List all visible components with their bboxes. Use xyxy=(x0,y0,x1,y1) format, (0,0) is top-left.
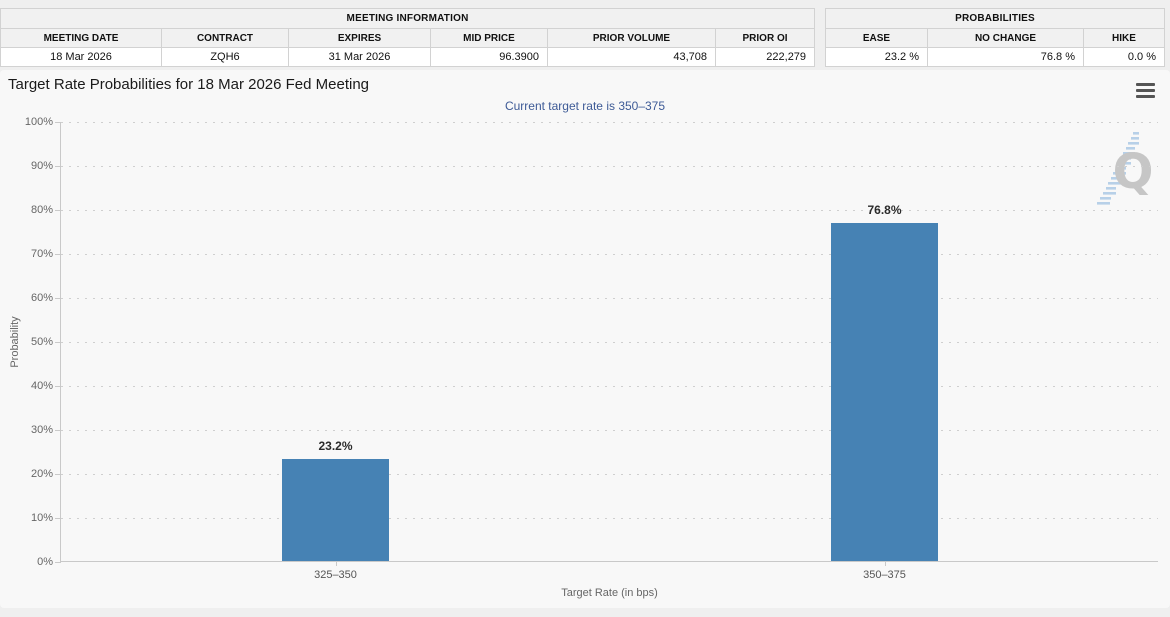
col-prior-volume: PRIOR VOLUME xyxy=(547,28,716,48)
y-tick-label: 100% xyxy=(24,116,53,128)
chart-title: Target Rate Probabilities for 18 Mar 202… xyxy=(8,76,370,93)
x-tick-label: 350–375 xyxy=(863,569,906,581)
y-tick xyxy=(55,562,61,563)
gridline xyxy=(61,122,1158,123)
col-no-change: NO CHANGE xyxy=(927,28,1084,48)
probabilities-title: PROBABILITIES xyxy=(824,8,1166,29)
y-tick xyxy=(55,430,61,431)
gridline xyxy=(61,210,1158,211)
prior-volume-value: 43,708 xyxy=(547,47,716,67)
x-tick xyxy=(884,561,886,566)
expires-value: 31 Mar 2026 xyxy=(288,47,431,67)
no-change-value: 76.8 % xyxy=(927,47,1084,67)
table-row: 18 Mar 2026 ZQH6 31 Mar 2026 96.3900 43,… xyxy=(0,47,816,67)
col-hike: HIKE xyxy=(1082,28,1166,48)
y-tick xyxy=(55,518,61,519)
table-header-row: EASE NO CHANGE HIKE xyxy=(825,28,1166,48)
table-row: 23.2 % 76.8 % 0.0 % xyxy=(825,47,1166,67)
table-group-header-row: MEETING INFORMATION xyxy=(0,8,816,29)
ease-value: 23.2 % xyxy=(825,47,928,67)
y-tick-label: 60% xyxy=(30,292,53,304)
gridline xyxy=(61,342,1158,343)
bar-value-label: 23.2% xyxy=(318,438,353,453)
col-prior-oi: PRIOR OI xyxy=(714,28,816,48)
y-tick-label: 40% xyxy=(30,380,53,392)
y-tick-label: 50% xyxy=(30,336,53,348)
y-tick xyxy=(55,386,61,387)
col-mid-price: MID PRICE xyxy=(430,28,548,48)
gridline xyxy=(61,518,1158,519)
y-tick-label: 10% xyxy=(30,512,53,524)
gridline xyxy=(61,254,1158,255)
y-tick-label: 30% xyxy=(30,424,53,436)
meeting-information-table: MEETING INFORMATION MEETING DATE CONTRAC… xyxy=(0,8,816,67)
y-tick-label: 70% xyxy=(30,248,53,260)
contract-value: ZQH6 xyxy=(161,47,289,67)
bar-325-350[interactable] xyxy=(282,458,389,561)
hike-value: 0.0 % xyxy=(1082,47,1166,67)
y-tick-label: 0% xyxy=(37,556,53,568)
gridline xyxy=(61,298,1158,299)
probabilities-table: PROBABILITIES EASE NO CHANGE HIKE 23.2 %… xyxy=(824,8,1166,67)
bar-350-375[interactable] xyxy=(831,223,938,561)
col-expires: EXPIRES xyxy=(288,28,431,48)
mid-price-value: 96.3900 xyxy=(430,47,548,67)
y-tick xyxy=(55,298,61,299)
col-contract: CONTRACT xyxy=(161,28,289,48)
x-tick-label: 325–350 xyxy=(314,569,357,581)
y-tick-label: 90% xyxy=(30,160,53,172)
bar-value-label: 76.8% xyxy=(867,203,902,218)
y-tick xyxy=(55,474,61,475)
gridline xyxy=(61,386,1158,387)
chart-subtitle: Current target rate is 350–375 xyxy=(504,99,666,113)
gridline xyxy=(61,166,1158,167)
y-tick-label: 80% xyxy=(30,204,53,216)
col-ease: EASE xyxy=(825,28,928,48)
table-header-row: MEETING DATE CONTRACT EXPIRES MID PRICE … xyxy=(0,28,816,48)
x-tick xyxy=(335,561,337,566)
x-axis-title: Target Rate (in bps) xyxy=(561,587,658,599)
gridline xyxy=(61,474,1158,475)
meeting-date-value: 18 Mar 2026 xyxy=(0,47,162,67)
y-tick xyxy=(55,210,61,211)
plot-area: Probability Target Rate (in bps) 0% 10% 20… xyxy=(9,116,1158,599)
gridline xyxy=(61,430,1158,431)
y-tick xyxy=(55,342,61,343)
hamburger-menu-icon[interactable] xyxy=(1136,83,1155,98)
y-tick xyxy=(55,122,61,123)
y-tick xyxy=(55,166,61,167)
prior-oi-value: 222,279 xyxy=(714,47,816,67)
col-meeting-date: MEETING DATE xyxy=(0,28,162,48)
meeting-info-title: MEETING INFORMATION xyxy=(0,8,816,29)
y-tick-label: 20% xyxy=(30,468,53,480)
table-group-header-row: PROBABILITIES xyxy=(824,8,1166,29)
fedwatch-chart-panel: Target Rate Probabilities for 18 Mar 202… xyxy=(0,70,1170,608)
y-tick xyxy=(55,254,61,255)
